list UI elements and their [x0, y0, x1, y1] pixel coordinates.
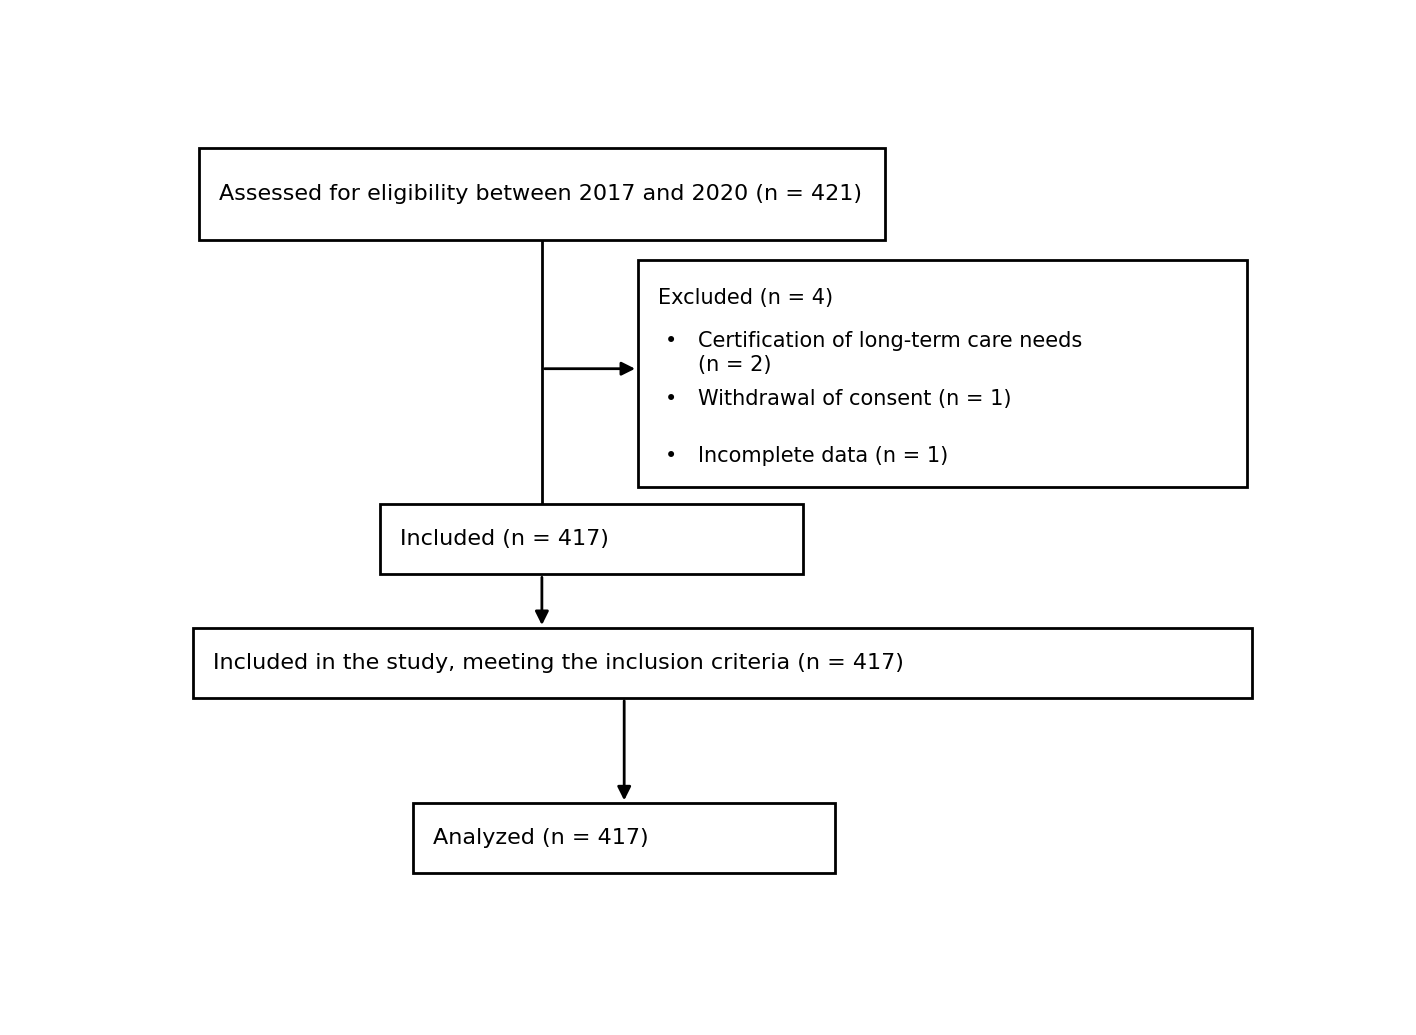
Text: Included (n = 417): Included (n = 417) [399, 530, 609, 550]
FancyBboxPatch shape [198, 148, 885, 240]
FancyBboxPatch shape [379, 504, 803, 574]
FancyBboxPatch shape [194, 628, 1252, 698]
Text: Incomplete data (n = 1): Incomplete data (n = 1) [698, 446, 949, 466]
Text: •: • [666, 331, 678, 352]
Text: Analyzed (n = 417): Analyzed (n = 417) [433, 828, 649, 849]
Text: Excluded (n = 4): Excluded (n = 4) [657, 288, 833, 307]
Text: Certification of long-term care needs
(n = 2): Certification of long-term care needs (n… [698, 331, 1082, 375]
Text: Included in the study, meeting the inclusion criteria (n = 417): Included in the study, meeting the inclu… [214, 653, 903, 673]
Text: Withdrawal of consent (n = 1): Withdrawal of consent (n = 1) [698, 389, 1012, 409]
FancyBboxPatch shape [637, 260, 1247, 486]
Text: •: • [666, 446, 678, 466]
FancyBboxPatch shape [413, 803, 835, 874]
Text: Assessed for eligibility between 2017 and 2020 (n = 421): Assessed for eligibility between 2017 an… [218, 184, 862, 204]
Text: •: • [666, 389, 678, 409]
